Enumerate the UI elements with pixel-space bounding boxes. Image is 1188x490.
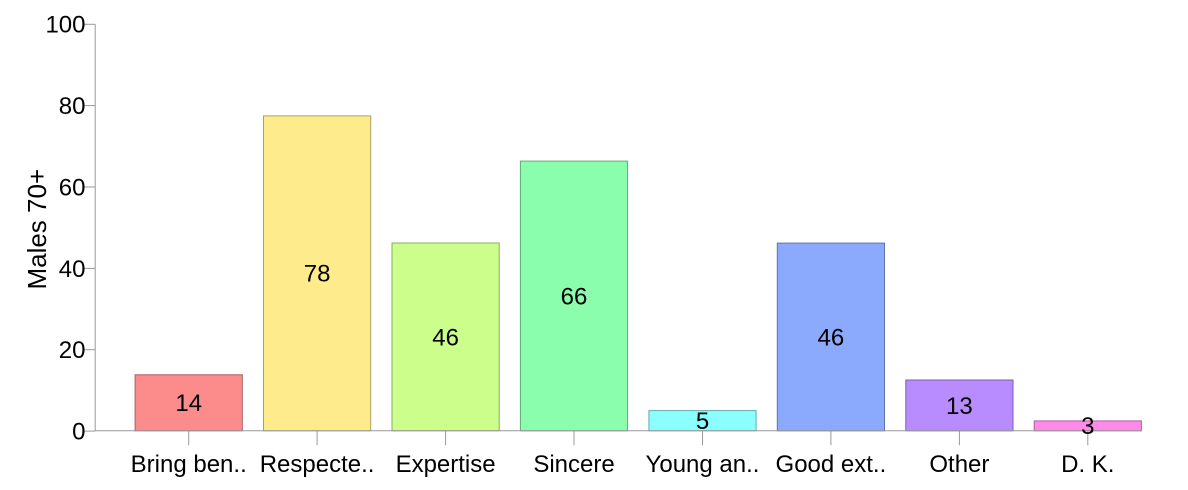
svg-text:78: 78 xyxy=(304,261,331,288)
svg-text:60: 60 xyxy=(59,174,86,201)
svg-text:Other: Other xyxy=(929,451,989,478)
svg-text:46: 46 xyxy=(818,324,845,351)
svg-text:3: 3 xyxy=(1081,413,1094,440)
svg-text:20: 20 xyxy=(59,337,86,364)
svg-text:0: 0 xyxy=(72,419,85,446)
svg-text:Respecte..: Respecte.. xyxy=(260,451,375,478)
svg-text:13: 13 xyxy=(946,393,973,420)
svg-text:Bring ben..: Bring ben.. xyxy=(131,451,247,478)
svg-text:D. K.: D. K. xyxy=(1061,451,1114,478)
svg-text:66: 66 xyxy=(561,283,588,310)
svg-text:Males 70+: Males 70+ xyxy=(22,169,52,290)
svg-text:40: 40 xyxy=(59,256,86,283)
svg-text:46: 46 xyxy=(432,324,459,351)
svg-text:100: 100 xyxy=(45,12,85,39)
svg-text:14: 14 xyxy=(175,390,202,417)
svg-text:Expertise: Expertise xyxy=(396,451,496,478)
svg-text:Sincere: Sincere xyxy=(533,451,614,478)
svg-text:5: 5 xyxy=(696,408,709,435)
svg-text:Young an..: Young an.. xyxy=(646,451,760,478)
svg-text:80: 80 xyxy=(59,93,86,120)
svg-text:Good ext..: Good ext.. xyxy=(776,451,887,478)
